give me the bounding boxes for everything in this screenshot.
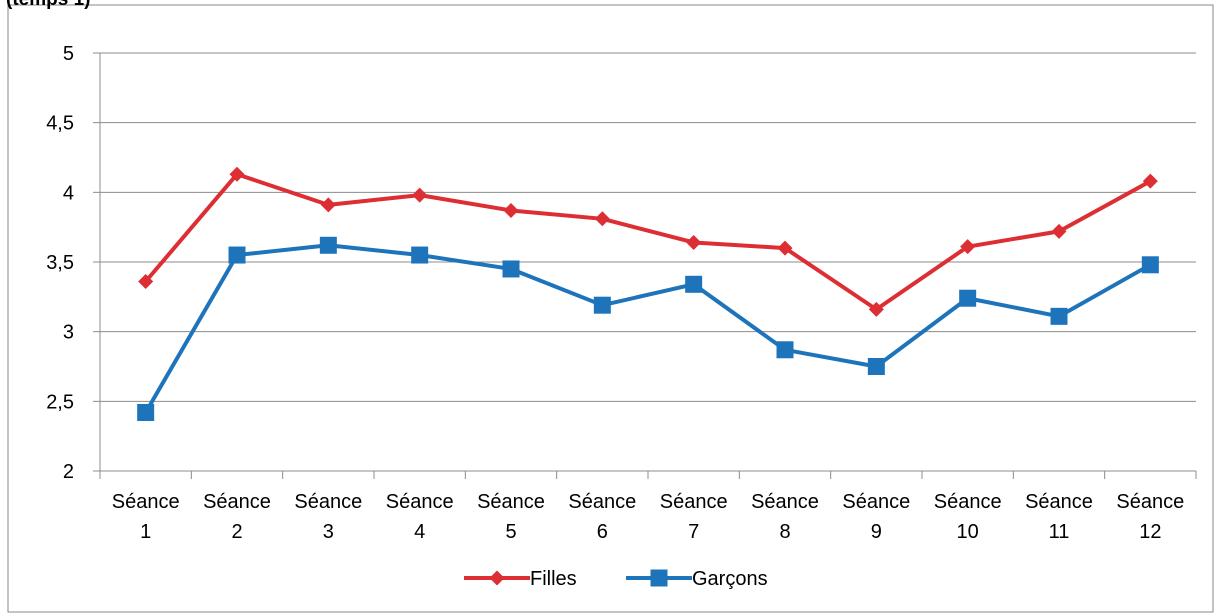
data-point	[1050, 307, 1068, 325]
data-point	[959, 289, 977, 307]
y-tick-label: 2	[63, 461, 74, 483]
y-tick-label: 5	[63, 43, 74, 65]
legend-swatch-marker	[489, 570, 505, 586]
series-line	[144, 172, 1152, 312]
y-tick-label: 2,5	[46, 391, 74, 413]
chart-title: (temps 1)	[6, 0, 90, 10]
data-point	[1141, 256, 1159, 274]
x-tick-label: Séance 7	[660, 491, 728, 543]
data-point	[319, 236, 337, 254]
data-point	[411, 246, 429, 264]
y-tick-label: 3	[63, 322, 74, 344]
series-line	[143, 243, 1152, 414]
x-tick-label: Séance 12	[1116, 491, 1184, 543]
x-tick-label: Séance 8	[751, 491, 819, 543]
data-point	[777, 240, 793, 256]
x-tick-label: Séance 11	[1025, 491, 1093, 543]
legend-item: Filles	[464, 568, 577, 590]
gridlines	[100, 52, 1196, 402]
data-point	[686, 234, 702, 250]
x-tick-label: Séance 9	[842, 491, 910, 543]
data-point	[228, 246, 246, 264]
x-tick-label: Séance 10	[934, 491, 1002, 543]
data-point	[412, 187, 428, 203]
data-point	[868, 301, 884, 317]
data-point	[593, 296, 611, 314]
legend-label: Filles	[530, 568, 577, 590]
data-point	[867, 358, 885, 375]
axes	[93, 52, 1197, 479]
x-tick-label: Séance 2	[203, 491, 271, 543]
data-point	[229, 166, 245, 182]
data-point	[320, 197, 336, 213]
data-point	[503, 202, 519, 218]
legend-swatch-marker	[650, 569, 668, 587]
data-point	[137, 403, 155, 421]
x-tick-label: Séance 5	[477, 491, 545, 543]
x-tick-label: Séance 1	[112, 491, 180, 543]
data-point	[594, 211, 610, 227]
data-point	[502, 260, 520, 278]
legend: Filles Garçons	[464, 568, 768, 590]
y-tick-label: 4	[63, 182, 74, 204]
series-garons	[137, 236, 1159, 421]
y-tick-label: 3,5	[46, 252, 74, 274]
x-tick-label: Séance 4	[386, 491, 454, 543]
series-filles	[138, 166, 1158, 317]
data-point	[776, 341, 794, 359]
data-point	[960, 239, 976, 255]
data-point	[1142, 173, 1158, 189]
x-tick-label: Séance 3	[294, 491, 362, 543]
y-tick-labels: 2 2,5 3 3,5 4 4,5 5	[46, 43, 74, 483]
y-tick-label: 4,5	[46, 113, 74, 135]
data-point	[1051, 223, 1067, 239]
x-tick-labels: Séance 1 Séance 2 Séance 3 Séance 4 Séance 5 Séanc…	[112, 491, 1185, 543]
legend-item: Garçons	[626, 568, 768, 590]
x-tick-label: Séance 6	[568, 491, 636, 543]
legend-label: Garçons	[692, 568, 768, 590]
data-point	[138, 274, 154, 290]
series-group	[137, 166, 1159, 421]
data-point	[685, 275, 703, 293]
